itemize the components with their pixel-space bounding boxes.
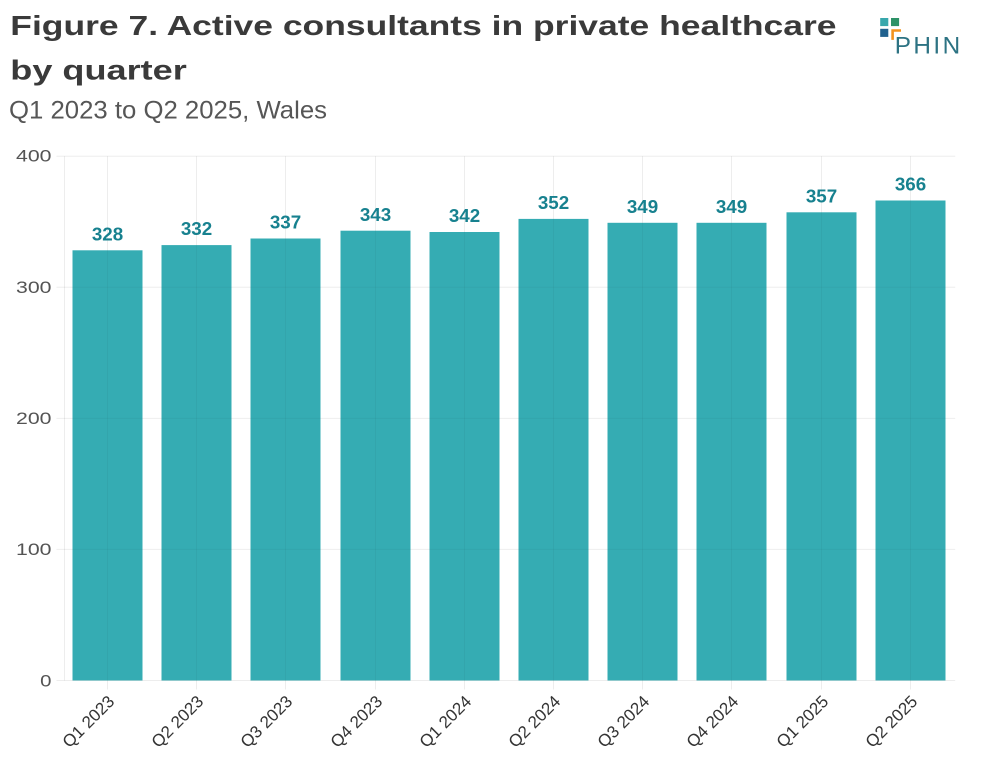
svg-text:342: 342 — [449, 205, 480, 226]
svg-text:Q2 2025: Q2 2025 — [862, 692, 922, 752]
svg-text:Q2 2024: Q2 2024 — [505, 692, 565, 752]
svg-text:400: 400 — [16, 148, 51, 167]
svg-text:300: 300 — [16, 279, 51, 298]
svg-text:Q1 2025: Q1 2025 — [773, 692, 833, 752]
svg-text:352: 352 — [538, 192, 569, 213]
svg-text:Q1 2024: Q1 2024 — [416, 692, 476, 752]
svg-text:357: 357 — [806, 185, 837, 206]
svg-text:Q3 2023: Q3 2023 — [237, 692, 297, 752]
svg-text:Q3 2024: Q3 2024 — [594, 692, 654, 752]
svg-text:349: 349 — [716, 196, 747, 217]
svg-text:Figure 7. Active consultants i: Figure 7. Active consultants in private … — [10, 10, 836, 42]
svg-text:200: 200 — [16, 410, 51, 429]
svg-text:Q4 2024: Q4 2024 — [683, 692, 743, 752]
svg-text:349: 349 — [627, 196, 658, 217]
svg-text:Q2 2023: Q2 2023 — [148, 692, 208, 752]
svg-text:328: 328 — [92, 223, 123, 244]
svg-text:337: 337 — [270, 212, 301, 233]
svg-text:0: 0 — [40, 671, 51, 690]
svg-text:Q1 2023: Q1 2023 — [59, 692, 119, 752]
svg-text:PHIN: PHIN — [895, 33, 961, 60]
svg-text:by quarter: by quarter — [10, 54, 186, 86]
svg-text:Q4 2023: Q4 2023 — [327, 692, 387, 752]
svg-text:Q1 2023 to Q2 2025, Wales: Q1 2023 to Q2 2025, Wales — [9, 97, 327, 125]
svg-text:343: 343 — [360, 204, 391, 225]
svg-text:100: 100 — [16, 541, 51, 560]
svg-text:366: 366 — [895, 174, 926, 195]
svg-text:332: 332 — [181, 218, 212, 239]
